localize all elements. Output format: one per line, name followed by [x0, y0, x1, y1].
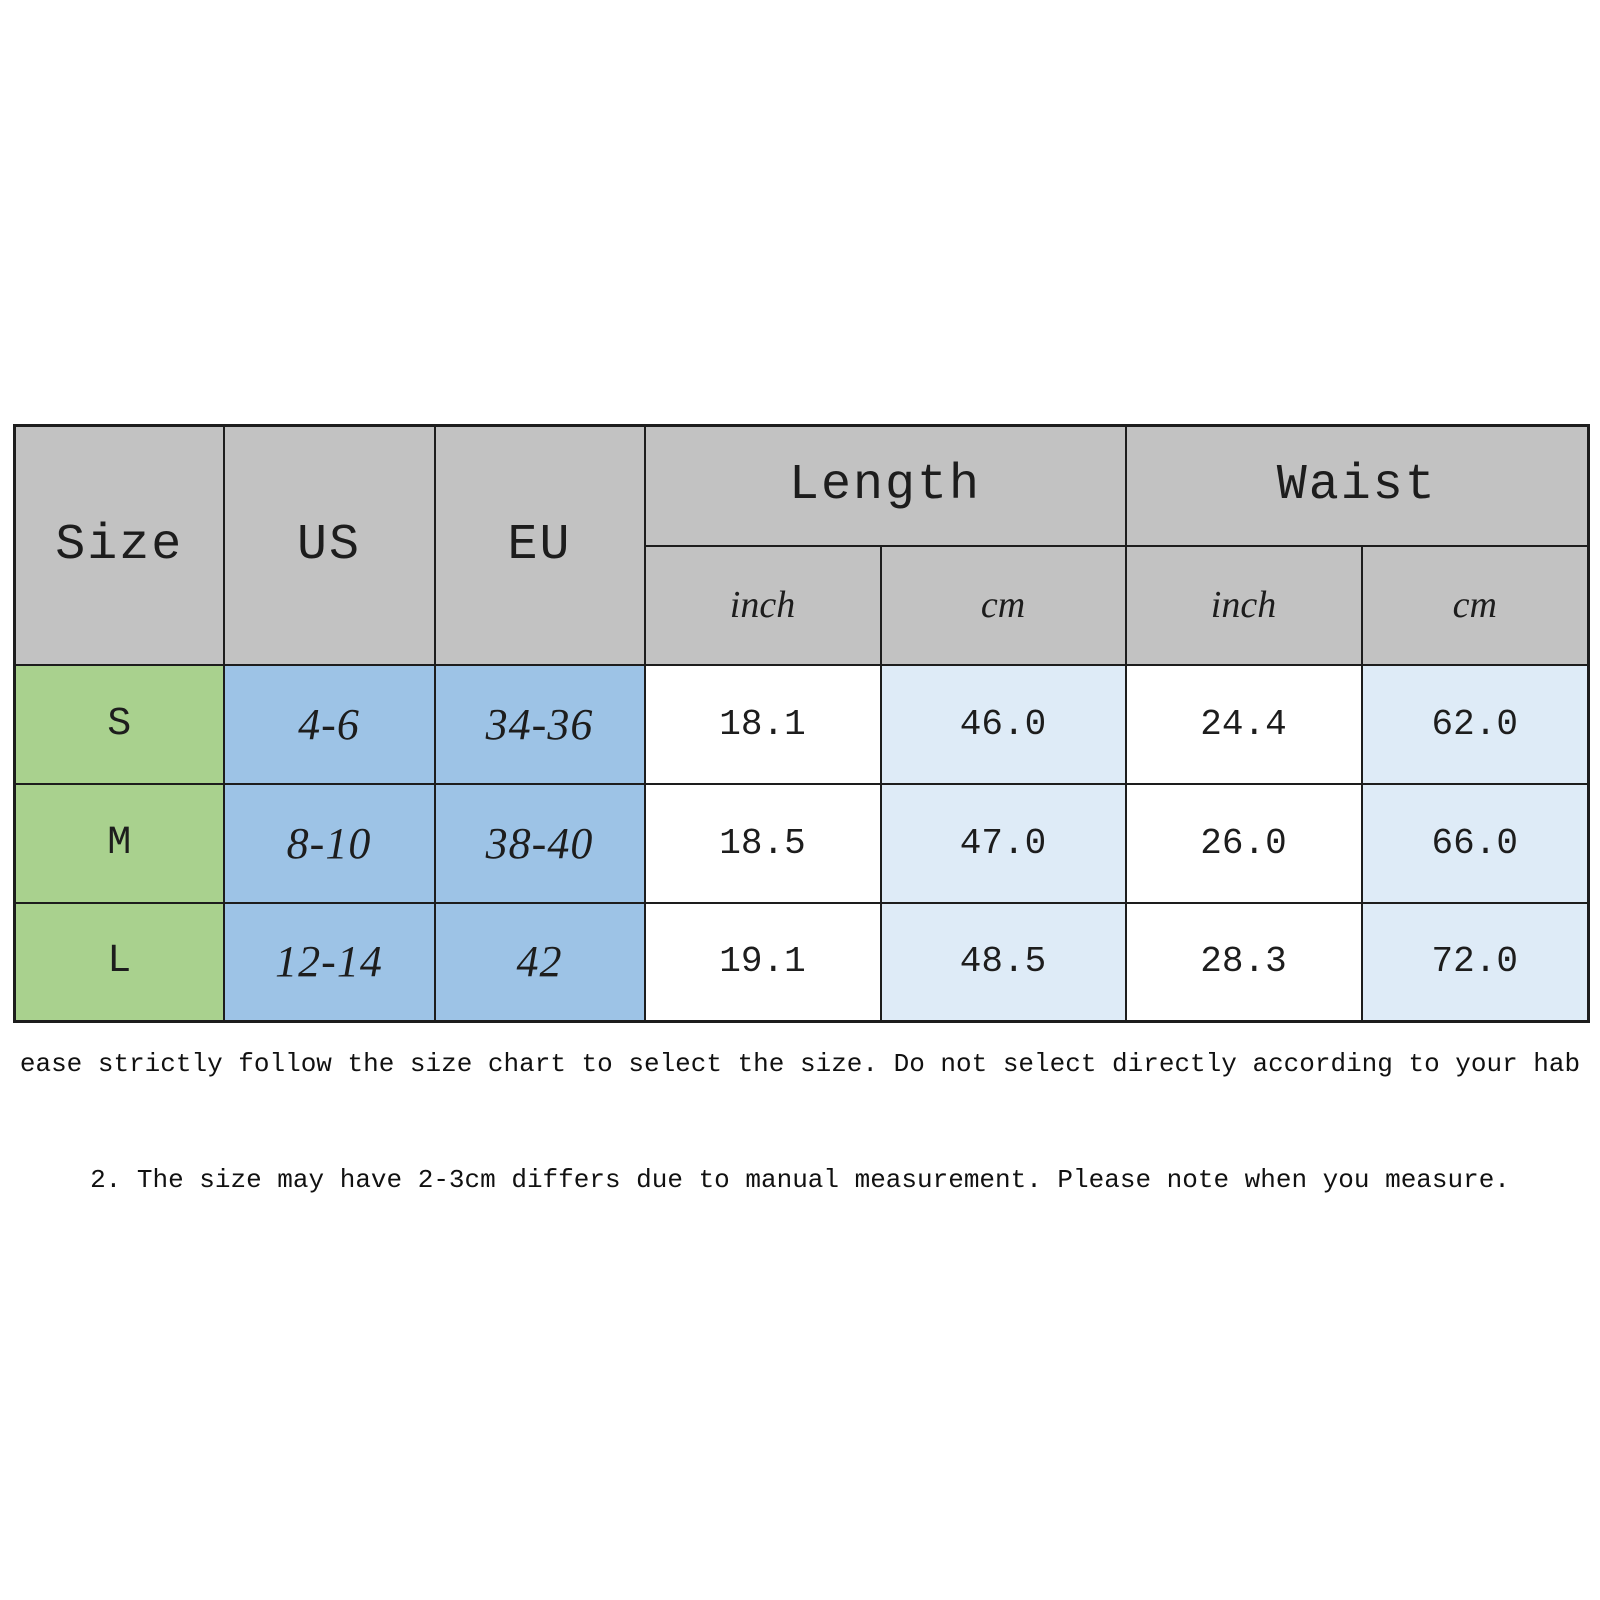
table-row-size-l: L 12-14 42 19.1 48.5 28.3 72.0	[13, 901, 1590, 1023]
size-cell: L	[13, 901, 225, 1023]
length-inch-cell: 19.1	[643, 901, 882, 1023]
header-row-groups: Size US EU Length Waist	[13, 424, 1590, 666]
us-size-cell: 12-14	[222, 901, 436, 1023]
length-cm-cell: 46.0	[879, 663, 1127, 785]
length-inch-cell: 18.1	[643, 663, 882, 785]
note-line-1: ease strictly follow the size chart to s…	[19, 1049, 1581, 1079]
col-header-size: Size	[13, 424, 225, 666]
col-header-length: Length	[643, 424, 1127, 547]
length-cm-cell: 48.5	[879, 901, 1127, 1023]
size-cell: S	[13, 663, 225, 785]
waist-inch-header: inch	[1124, 544, 1363, 666]
col-header-waist: Waist	[1124, 424, 1590, 547]
table-row-size-s: S 4-6 34-36 18.1 46.0 24.4 62.0	[13, 663, 1590, 785]
us-size-cell: 8-10	[222, 782, 436, 904]
eu-size-cell: 42	[433, 901, 646, 1023]
waist-inch-cell: 26.0	[1124, 782, 1363, 904]
length-inch-header: inch	[643, 544, 882, 666]
col-header-eu: EU	[433, 424, 646, 666]
length-inch-cell: 18.5	[643, 782, 882, 904]
col-header-us: US	[222, 424, 436, 666]
length-cm-cell: 47.0	[879, 782, 1127, 904]
waist-cm-cell: 62.0	[1360, 663, 1590, 785]
length-cm-header: cm	[879, 544, 1127, 666]
table-row-size-m: M 8-10 38-40 18.5 47.0 26.0 66.0	[13, 782, 1590, 904]
waist-cm-cell: 72.0	[1360, 901, 1590, 1023]
size-chart-table: Size US EU Length Waist inch cm inch cm …	[13, 424, 1590, 1023]
waist-cm-cell: 66.0	[1360, 782, 1590, 904]
note-line-2: 2. The size may have 2-3cm differs due t…	[90, 1165, 1510, 1195]
eu-size-cell: 38-40	[433, 782, 646, 904]
waist-inch-cell: 28.3	[1124, 901, 1363, 1023]
header-row-units: inch cm inch cm	[15, 544, 1590, 666]
size-cell: M	[13, 782, 225, 904]
us-size-cell: 4-6	[222, 663, 436, 785]
eu-size-cell: 34-36	[433, 663, 646, 785]
waist-inch-cell: 24.4	[1124, 663, 1363, 785]
waist-cm-header: cm	[1360, 544, 1590, 666]
